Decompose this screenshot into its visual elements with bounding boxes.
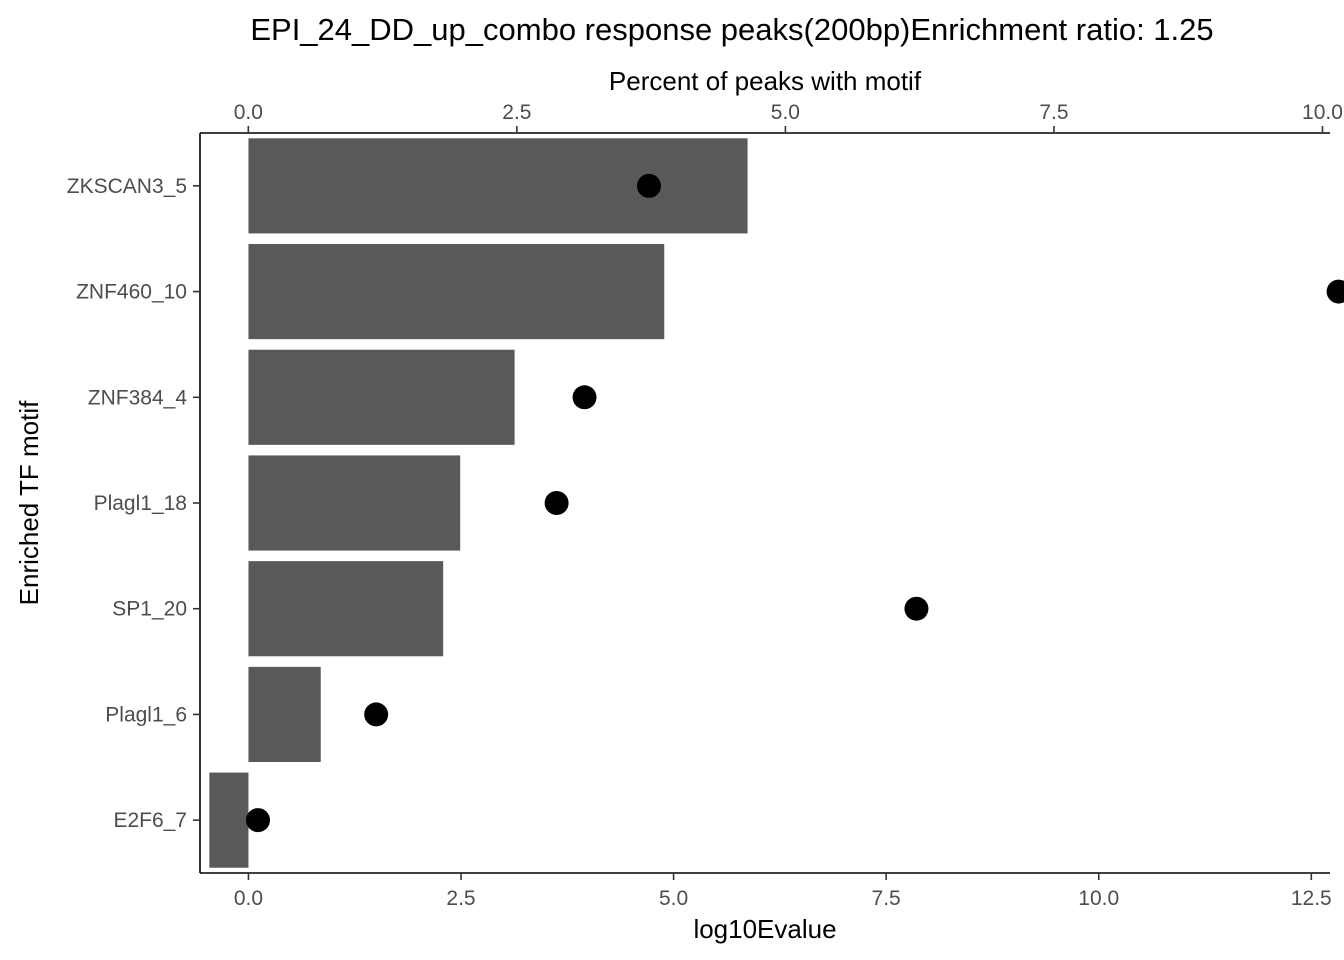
y-tick-label: E2F6_7 <box>113 809 187 832</box>
y-tick-label: SP1_20 <box>112 598 187 621</box>
bar <box>248 244 665 340</box>
x-tick-label: 2.5 <box>446 887 475 910</box>
x-tick-label: 12.5 <box>1291 887 1332 910</box>
y-tick-label: ZNF460_10 <box>76 281 187 304</box>
points <box>246 173 1344 833</box>
x-tick-label: 5.0 <box>659 887 688 910</box>
bars <box>209 138 748 868</box>
bar <box>248 455 461 551</box>
bottom-axis-title: log10Evalue <box>693 914 836 944</box>
point <box>636 173 661 198</box>
top-tick-label: 2.5 <box>502 101 531 124</box>
y-tick-label: ZKSCAN3_5 <box>67 175 187 198</box>
y-tick-label: Plagl1_18 <box>94 492 187 515</box>
point <box>904 596 929 621</box>
point <box>246 808 271 833</box>
y-tick-label: ZNF384_4 <box>88 386 188 409</box>
top-tick-label: 5.0 <box>771 101 800 124</box>
chart-title: EPI_24_DD_up_combo response peaks(200bp)… <box>250 12 1213 47</box>
y-tick-label: Plagl1_6 <box>105 703 187 726</box>
top-tick-label: 7.5 <box>1039 101 1068 124</box>
x-tick-label: 0.0 <box>234 887 263 910</box>
bar <box>248 561 444 657</box>
point <box>364 702 389 727</box>
x-tick-label: 7.5 <box>872 887 901 910</box>
bar <box>248 138 748 234</box>
x-tick-label: 10.0 <box>1078 887 1119 910</box>
bar <box>248 349 515 445</box>
axes: 0.0 2.5 5.0 7.5 10.0 12.5 0.0 2.5 5.0 7.5 10.0 ZKSC… <box>67 101 1343 910</box>
point <box>1326 279 1344 304</box>
top-axis-title: Percent of peaks with motif <box>609 66 922 96</box>
top-tick-label: 10.0 <box>1302 101 1343 124</box>
y-axis-title: Enriched TF motif <box>14 400 44 605</box>
bar <box>209 772 249 868</box>
point <box>544 491 569 515</box>
point <box>572 385 597 410</box>
top-tick-label: 0.0 <box>234 101 263 124</box>
bar <box>248 666 321 762</box>
